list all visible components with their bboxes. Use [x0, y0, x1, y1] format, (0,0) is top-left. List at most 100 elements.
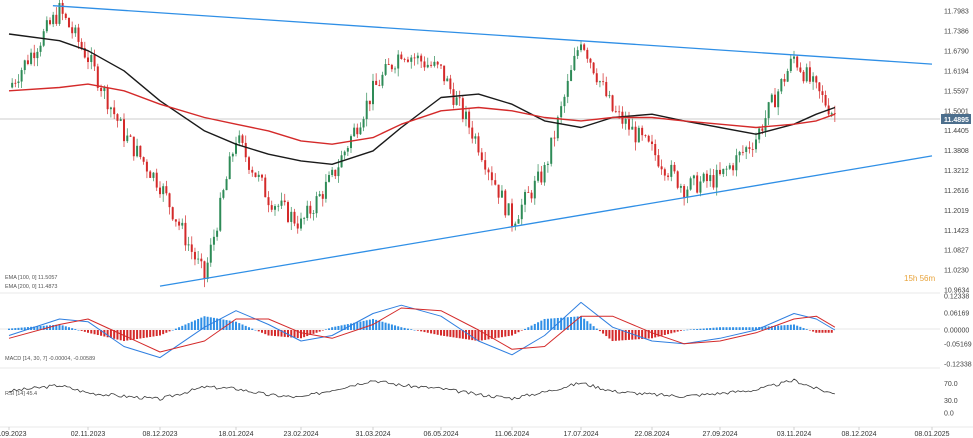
- macd-histogram-bar: [586, 321, 589, 330]
- candle-down: [287, 202, 289, 222]
- macd-histogram-bar: [477, 330, 480, 342]
- candle-up: [715, 169, 718, 188]
- candle-down: [413, 57, 416, 59]
- macd-histogram-bar: [290, 330, 293, 338]
- candle-up: [789, 58, 792, 72]
- candle-down: [818, 82, 821, 92]
- candle-up: [235, 142, 237, 154]
- macd-histogram-bar: [375, 319, 378, 330]
- candle-up: [500, 190, 503, 198]
- candle-down: [171, 207, 174, 220]
- price-tick-label: 11.7983: [944, 9, 969, 16]
- candle-up: [362, 119, 365, 128]
- macd-histogram-bar: [452, 330, 455, 338]
- candle-up: [274, 206, 276, 210]
- candle-up: [257, 174, 260, 178]
- candle-up: [514, 223, 517, 227]
- candle-up: [328, 175, 331, 182]
- macd-histogram-bar: [113, 330, 116, 339]
- rsi-tick-label: 70.0: [944, 381, 958, 388]
- macd-histogram-bar: [241, 324, 244, 330]
- candle-down: [440, 64, 442, 66]
- macd-histogram-bar: [464, 330, 467, 340]
- macd-histogram-bar: [171, 330, 174, 331]
- candle-down: [833, 113, 836, 115]
- macd-histogram-bar: [423, 330, 426, 333]
- macd-histogram-bar: [387, 323, 390, 330]
- candle-down: [824, 94, 827, 106]
- macd-histogram-bar: [676, 330, 679, 332]
- candle-up: [416, 55, 419, 59]
- macd-histogram-bar: [530, 325, 533, 330]
- macd-histogram-bar: [222, 319, 225, 330]
- macd-histogram-bar: [187, 323, 190, 330]
- macd-tick-label: 0.12338: [944, 294, 969, 301]
- candle-up: [830, 113, 833, 115]
- macd-histogram-bar: [815, 330, 818, 333]
- candle-down: [589, 58, 592, 63]
- macd-histogram-bar: [254, 330, 257, 331]
- macd-histogram-bar: [400, 327, 403, 330]
- candle-down: [796, 56, 799, 68]
- macd-histogram-bar: [696, 328, 699, 330]
- macd-histogram-bar: [507, 330, 510, 337]
- x-tick-label: 03.11.2024: [777, 431, 812, 438]
- macd-histogram-bar: [359, 321, 362, 330]
- candle-up: [580, 44, 582, 51]
- candle-down: [368, 100, 371, 105]
- candle-up: [556, 117, 559, 139]
- macd-histogram-bar: [219, 318, 222, 330]
- candle-up: [318, 194, 321, 197]
- candle-down: [683, 186, 686, 198]
- macd-histogram-bar: [818, 330, 821, 333]
- candle-up: [306, 205, 309, 218]
- x-tick-label: 22.08.2024: [634, 431, 669, 438]
- macd-tick-label: 0.00000: [944, 328, 969, 335]
- macd-histogram-bar: [637, 330, 640, 340]
- candle-up: [699, 181, 702, 193]
- macd-histogram-bar: [26, 327, 29, 330]
- macd-histogram-bar: [761, 326, 764, 330]
- macd-histogram-bar: [145, 330, 148, 338]
- macd-histogram-bar: [331, 327, 334, 330]
- candle-down: [378, 84, 381, 86]
- macd-histogram-bar: [624, 330, 627, 341]
- macd-histogram-bar: [142, 330, 145, 339]
- macd-histogram-bar: [126, 330, 129, 341]
- candle-up: [290, 211, 293, 222]
- candle-down: [293, 211, 296, 224]
- candle-down: [471, 127, 474, 139]
- macd-histogram-bar: [692, 329, 695, 330]
- macd-histogram-bar: [576, 316, 579, 330]
- macd-histogram-bar: [667, 330, 670, 335]
- candle-down: [494, 180, 497, 185]
- macd-histogram-bar: [152, 330, 155, 337]
- candle-up: [324, 181, 327, 199]
- macd-histogram-bar: [546, 318, 549, 330]
- rsi-tick-label: 30.0: [944, 398, 958, 405]
- candle-up: [238, 135, 241, 143]
- macd-histogram-bar: [455, 330, 458, 338]
- trendlines: [52, 5, 933, 287]
- price-tick-label: 11.3808: [944, 148, 969, 155]
- macd-histogram-bar: [334, 326, 337, 330]
- macd-histogram-bar: [318, 330, 321, 332]
- macd-histogram-bar: [709, 327, 712, 330]
- macd-histogram-bar: [436, 330, 439, 335]
- macd-histogram-bar: [132, 330, 135, 340]
- macd-histogram-bar: [449, 330, 452, 337]
- candle-down: [480, 152, 483, 161]
- candle-down: [627, 119, 630, 130]
- macd-histogram-bar: [71, 328, 74, 330]
- macd-histogram-bar: [90, 330, 93, 334]
- candle-up: [11, 82, 14, 88]
- candle-down: [83, 48, 86, 58]
- candle-up: [181, 222, 184, 226]
- price-tick-label: 11.2616: [944, 188, 969, 195]
- macd-histogram-bar: [644, 330, 647, 339]
- macd-histogram-bar: [96, 330, 99, 336]
- macd-histogram-bar: [715, 327, 718, 330]
- macd-histogram-bar: [36, 326, 39, 330]
- candle-down: [113, 107, 116, 115]
- candle-down: [309, 205, 312, 214]
